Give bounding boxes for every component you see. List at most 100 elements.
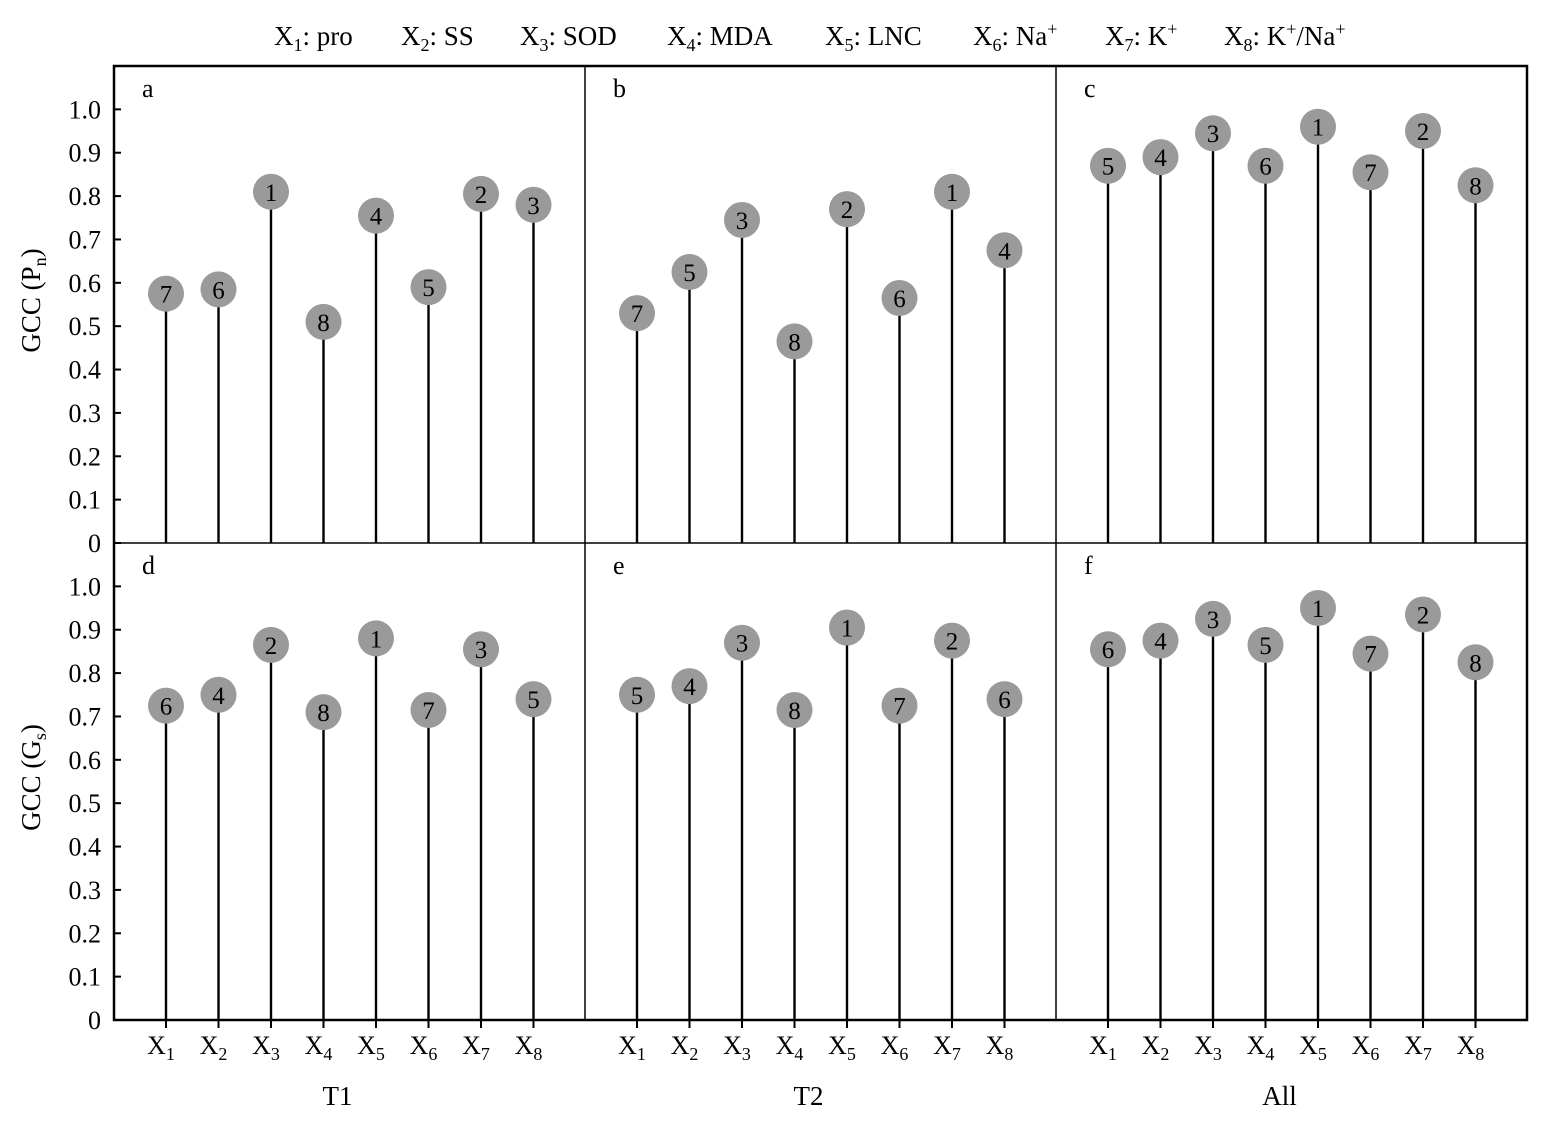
marker-d-4 xyxy=(305,694,342,731)
xtick-label-0-8: X8 xyxy=(515,1031,543,1064)
y-axis-title-1: GCC (Pn) xyxy=(16,248,50,352)
rank-label-f-6: 7 xyxy=(1364,642,1377,669)
marker-a-3 xyxy=(253,173,289,210)
xtick-symbol: X xyxy=(147,1031,166,1060)
xtick-subscript: 6 xyxy=(1370,1044,1379,1064)
marker-e-7 xyxy=(934,622,970,659)
xtick-symbol: X xyxy=(410,1031,429,1060)
ytick-label-0-1: 0.1 xyxy=(69,486,102,515)
legend-label: : K xyxy=(1253,21,1287,51)
rank-label-c-1: 5 xyxy=(1102,154,1115,181)
xtick-subscript: 1 xyxy=(166,1044,175,1064)
xtick-label-1-7: X7 xyxy=(933,1031,961,1064)
xtick-label-2-8: X8 xyxy=(1457,1031,1485,1064)
xtick-label-1-6: X6 xyxy=(881,1031,909,1064)
rank-label-b-1: 7 xyxy=(631,301,644,328)
marker-f-4 xyxy=(1247,626,1284,663)
ytick-label-1-1: 0.1 xyxy=(69,963,102,992)
marker-f-5 xyxy=(1300,590,1336,627)
rank-label-c-7: 2 xyxy=(1417,119,1430,146)
xtick-subscript: 5 xyxy=(847,1044,856,1064)
xtick-label-1-3: X3 xyxy=(723,1031,751,1064)
legend-item-8: X8: K+/Na+ xyxy=(1224,19,1346,55)
panel-letter-d: d xyxy=(142,551,155,580)
xtick-label-0-5: X5 xyxy=(357,1031,385,1064)
ytick-label-0-9: 0.9 xyxy=(69,139,102,168)
panel-b: b 7 5 3 8 2 6 1 4 xyxy=(613,74,1023,543)
rank-label-e-1: 5 xyxy=(631,683,644,710)
ytick-label-0-5: 0.5 xyxy=(69,312,102,341)
marker-e-4 xyxy=(776,691,813,728)
xtick-symbol: X xyxy=(776,1031,795,1060)
rank-label-a-1: 7 xyxy=(160,282,173,309)
marker-d-2 xyxy=(200,676,237,713)
marker-a-4 xyxy=(305,303,342,340)
xtick-label-0-7: X7 xyxy=(462,1031,490,1064)
marker-e-1 xyxy=(619,676,655,713)
xtick-symbol: X xyxy=(671,1031,690,1060)
legend-item-5: X5: LNC xyxy=(825,21,922,55)
rank-label-a-7: 2 xyxy=(475,182,488,209)
xtick-label-2-3: X3 xyxy=(1194,1031,1222,1064)
panel-letter-f: f xyxy=(1084,551,1093,580)
legend-subscript: 2 xyxy=(421,35,430,55)
xtick-subscript: 8 xyxy=(1475,1044,1484,1064)
legend-item-3: X3: SOD xyxy=(520,21,617,55)
legend-superscript: + xyxy=(1167,19,1177,39)
xtick-subscript: 8 xyxy=(533,1044,542,1064)
legend-superscript-2: + xyxy=(1335,19,1345,39)
y-axis-title-subscript: n xyxy=(30,257,50,266)
xtick-subscript: 3 xyxy=(1213,1044,1222,1064)
xtick-symbol: X xyxy=(1247,1031,1266,1060)
ytick-label-0-0: 0 xyxy=(88,529,101,558)
rank-label-f-7: 2 xyxy=(1417,603,1430,630)
xtick-subscript: 4 xyxy=(323,1044,332,1064)
xtick-label-1-2: X2 xyxy=(671,1031,699,1064)
ytick-label-1-8: 0.8 xyxy=(69,659,102,688)
xtick-symbol: X xyxy=(1194,1031,1213,1060)
marker-a-8 xyxy=(515,186,552,223)
legend-label: : Na xyxy=(1002,21,1048,51)
legend-symbol: X xyxy=(1105,21,1125,51)
marker-e-2 xyxy=(671,668,708,705)
marker-c-8 xyxy=(1457,167,1494,204)
rank-label-b-6: 6 xyxy=(893,286,906,313)
xtick-symbol: X xyxy=(828,1031,847,1060)
rank-label-b-2: 5 xyxy=(683,260,696,287)
legend-label: : K xyxy=(1134,21,1168,51)
marker-e-8 xyxy=(986,681,1023,718)
ytick-label-1-10: 1.0 xyxy=(69,572,102,601)
rank-label-b-7: 1 xyxy=(946,180,959,207)
marker-f-8 xyxy=(1457,644,1494,681)
marker-f-2 xyxy=(1142,622,1179,659)
legend-subscript: 1 xyxy=(294,35,303,55)
xtick-subscript: 4 xyxy=(794,1044,803,1064)
xtick-label-0-4: X4 xyxy=(305,1031,333,1064)
rank-label-f-3: 3 xyxy=(1207,607,1220,634)
y-axis-title-end: ) xyxy=(16,248,46,257)
legend-symbol: X xyxy=(667,21,687,51)
xtick-subscript: 6 xyxy=(428,1044,437,1064)
rank-label-e-3: 3 xyxy=(736,631,749,658)
xtick-symbol: X xyxy=(515,1031,534,1060)
xtick-subscript: 2 xyxy=(1160,1044,1169,1064)
legend-subscript: 4 xyxy=(687,35,696,55)
rank-label-f-2: 4 xyxy=(1154,629,1167,656)
ytick-label-0-6: 0.6 xyxy=(69,269,102,298)
xtick-subscript: 1 xyxy=(1108,1044,1117,1064)
ytick-label-0-3: 0.3 xyxy=(69,399,102,428)
rank-label-a-2: 6 xyxy=(212,277,225,304)
panel-e: e 5 4 3 8 1 7 2 6 xyxy=(613,551,1023,1020)
legend-label: : pro xyxy=(303,21,353,51)
xtick-label-0-3: X3 xyxy=(252,1031,280,1064)
rank-label-d-7: 3 xyxy=(475,637,488,664)
legend-label: : MDA xyxy=(696,21,774,51)
xtick-label-2-4: X4 xyxy=(1247,1031,1275,1064)
xtick-symbol: X xyxy=(1352,1031,1371,1060)
marker-e-5 xyxy=(829,609,865,646)
xtick-label-2-1: X1 xyxy=(1089,1031,1117,1064)
marker-b-5 xyxy=(829,191,865,228)
rank-label-d-3: 2 xyxy=(265,633,278,660)
xtick-subscript: 7 xyxy=(1423,1044,1432,1064)
